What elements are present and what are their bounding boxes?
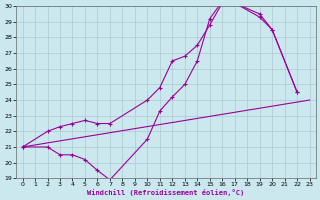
X-axis label: Windchill (Refroidissement éolien,°C): Windchill (Refroidissement éolien,°C) [87, 189, 245, 196]
